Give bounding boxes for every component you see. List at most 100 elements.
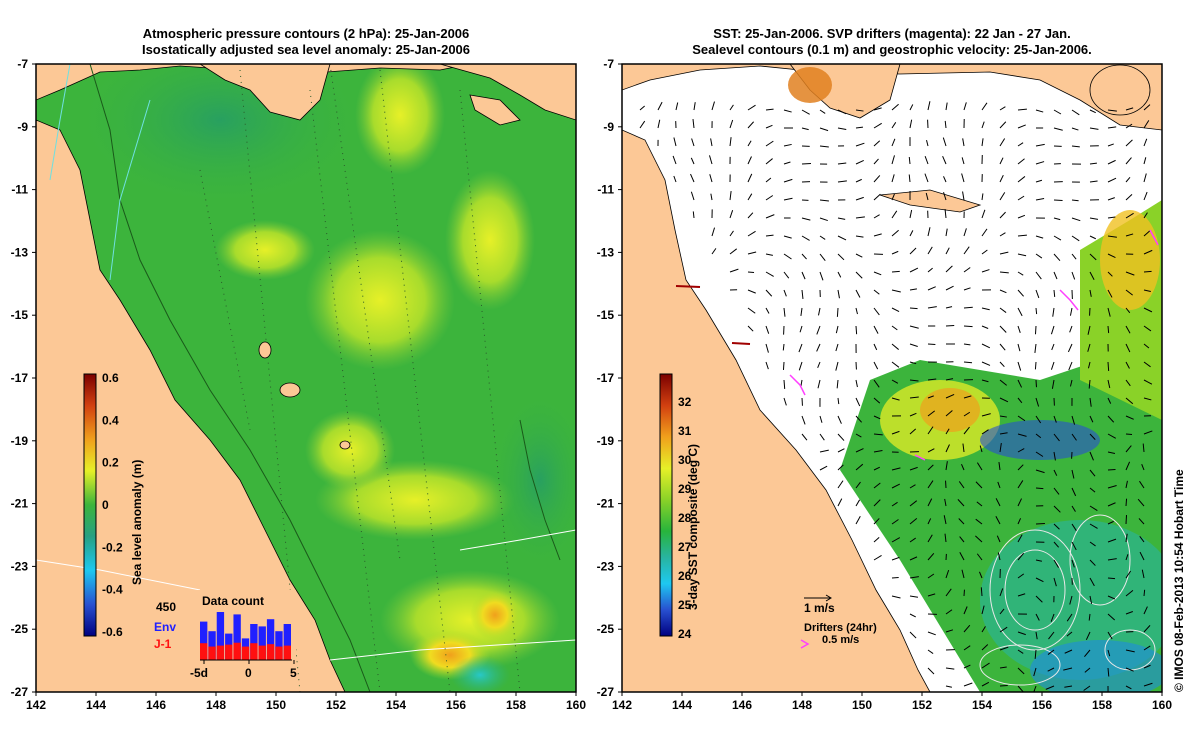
velocity-arrow xyxy=(1125,667,1134,672)
x-tick-label: 150 xyxy=(852,698,872,712)
velocity-arrow xyxy=(1017,649,1024,654)
velocity-arrow xyxy=(943,192,947,201)
velocity-arrow xyxy=(1068,361,1073,371)
env-count-bar xyxy=(233,614,241,660)
velocity-arrow xyxy=(927,464,934,471)
velocity-arrow xyxy=(963,624,971,633)
velocity-arrow xyxy=(999,157,1004,165)
velocity-arrow xyxy=(1017,361,1022,371)
velocity-arrow xyxy=(1125,433,1133,436)
velocity-arrow xyxy=(837,415,842,424)
velocity-arrow xyxy=(1017,214,1026,219)
x-tick-label: 142 xyxy=(26,698,46,712)
env-count-bar xyxy=(208,631,216,660)
velocity-arrow xyxy=(891,138,896,147)
velocity-arrow xyxy=(1089,253,1097,261)
y-tick-label: -25 xyxy=(11,622,29,636)
velocity-arrow xyxy=(1142,443,1145,453)
sst-tick-label: 26 xyxy=(678,569,692,583)
y-tick-label: -23 xyxy=(11,559,29,573)
velocity-arrow xyxy=(1071,523,1077,531)
velocity-arrow xyxy=(1017,667,1025,675)
velocity-arrow xyxy=(1071,235,1080,242)
velocity-arrow xyxy=(765,140,774,147)
velocity-arrow xyxy=(945,569,950,579)
velocity-arrow xyxy=(1083,685,1091,691)
velocity-arrow xyxy=(945,461,948,471)
velocity-arrow xyxy=(1053,127,1063,131)
velocity-arrow xyxy=(1089,235,1096,240)
velocity-arrow xyxy=(909,484,916,489)
velocity-arrow xyxy=(837,464,844,471)
velocity-arrow xyxy=(999,174,1004,183)
velocity-arrow xyxy=(975,481,983,489)
velocity-arrow xyxy=(1107,271,1113,277)
velocity-arrow xyxy=(927,246,933,255)
velocity-arrow xyxy=(855,379,858,388)
velocity-arrow xyxy=(1089,451,1094,461)
velocity-arrow xyxy=(1071,199,1079,202)
velocity-arrow xyxy=(836,379,839,389)
velocity-arrow xyxy=(855,307,858,315)
x-tick-label: 158 xyxy=(506,698,526,712)
velocity-arrow xyxy=(995,498,1001,507)
velocity-arrow xyxy=(1125,461,1131,471)
velocity-arrow xyxy=(1143,664,1151,669)
velocity-arrow xyxy=(1045,685,1055,690)
velocity-arrow xyxy=(657,119,661,129)
velocity-arrow xyxy=(1069,379,1073,387)
velocity-arrow xyxy=(1034,361,1037,370)
velocity-arrow xyxy=(1107,468,1116,471)
velocity-arrow xyxy=(909,104,914,111)
velocity-arrow xyxy=(1066,631,1073,637)
velocity-arrow xyxy=(817,307,821,316)
velocity-arrow xyxy=(976,462,983,471)
velocity-arrow xyxy=(783,143,792,147)
velocity-arrow xyxy=(1107,415,1115,423)
velocity-arrow xyxy=(891,250,899,255)
velocity-arrow xyxy=(999,684,1008,687)
velocity-arrow xyxy=(819,217,828,222)
velocity-arrow xyxy=(1125,415,1134,420)
velocity-arrow xyxy=(981,413,991,417)
velocity-arrow xyxy=(1017,271,1024,276)
velocity-arrow xyxy=(1017,325,1021,333)
drifter-legend-speed: 0.5 m/s xyxy=(822,634,860,646)
velocity-arrow xyxy=(1035,433,1042,439)
velocity-arrow xyxy=(1017,631,1026,636)
velocity-arrow xyxy=(1107,538,1117,543)
velocity-arrow xyxy=(980,587,983,597)
x-tick-label: 148 xyxy=(206,698,226,712)
velocity-arrow xyxy=(1125,157,1132,165)
velocity-arrow xyxy=(1107,361,1110,371)
velocity-arrow xyxy=(1051,379,1055,389)
velocity-arrow xyxy=(927,426,934,435)
x-tick-label: 146 xyxy=(732,698,752,712)
sst-tick-label: 29 xyxy=(678,482,692,496)
velocity-arrow xyxy=(1143,104,1151,111)
velocity-arrow xyxy=(1084,649,1091,658)
left-title-line2: Isostatically adjusted sea level anomaly… xyxy=(141,42,471,57)
velocity-arrow xyxy=(1017,518,1022,525)
velocity-arrow xyxy=(639,120,646,129)
velocity-arrow xyxy=(979,445,983,453)
velocity-arrow xyxy=(981,102,988,111)
velocity-arrow xyxy=(855,463,864,471)
velocity-arrow xyxy=(999,361,1005,368)
velocity-arrow xyxy=(1125,212,1134,219)
velocity-arrow xyxy=(945,588,952,597)
y-tick-label: -9 xyxy=(17,120,28,134)
velocity-arrow xyxy=(837,235,847,241)
velocity-arrow xyxy=(1034,649,1037,659)
sla-colorbar-ticks: 0.6 0.4 0.2 0 -0.2 -0.4 -0.6 xyxy=(102,371,123,639)
velocity-arrow xyxy=(909,576,919,579)
velocity-arrow xyxy=(819,109,826,114)
velocity-arrow xyxy=(891,483,901,489)
velocity-arrow xyxy=(945,228,948,237)
velocity-arrow xyxy=(1143,138,1148,147)
velocity-arrow xyxy=(692,211,695,219)
velocity-arrow xyxy=(873,499,881,507)
velocity-arrow xyxy=(981,121,985,129)
velocity-arrow xyxy=(783,235,792,239)
velocity-arrow xyxy=(1071,127,1079,131)
